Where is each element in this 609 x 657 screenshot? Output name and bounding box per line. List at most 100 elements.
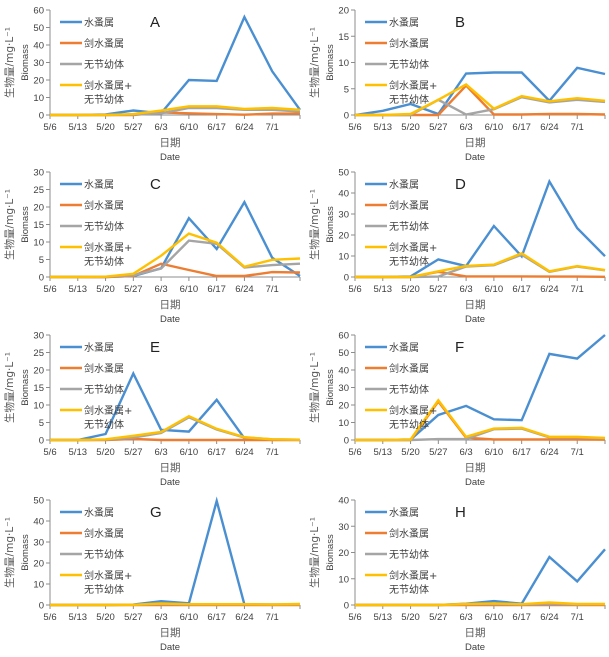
legend-label: 水蚤属 xyxy=(389,179,419,191)
legend-item-cyclops: 剑水蚤属 xyxy=(365,37,429,50)
panel-letter: C xyxy=(150,176,161,193)
x-tick-label: 6/17 xyxy=(512,284,531,295)
series-line-cyclops-plus-nauplius xyxy=(50,232,301,279)
legend-item-cyclops-plus-nauplius: 剑水蚤属+无节幼体 xyxy=(365,241,437,268)
legend-label: 水蚤属 xyxy=(84,17,114,29)
x-tick-label: 6/17 xyxy=(512,447,531,458)
legend-item-cyclops-plus-nauplius: 剑水蚤属+无节幼体 xyxy=(365,404,437,431)
x-axis-title-en: Date xyxy=(160,477,180,488)
x-axis-title-en: Date xyxy=(160,642,180,653)
x-tick-label: 6/17 xyxy=(207,612,226,623)
y-tick-label: 20 xyxy=(33,76,44,87)
x-tick-label: 6/24 xyxy=(235,284,254,295)
x-axis-title-en: Date xyxy=(465,477,485,488)
y-tick-label: 60 xyxy=(33,6,44,17)
legend-label-line2: 无节幼体 xyxy=(389,93,429,106)
legend-label: 水蚤属 xyxy=(389,17,419,29)
legend-item-cyclops-plus-nauplius: 剑水蚤属+无节幼体 xyxy=(60,569,132,596)
y-tick-label: 50 xyxy=(33,496,44,507)
x-tick-label: 7/1 xyxy=(571,122,584,133)
legend-label-line2: 无节幼体 xyxy=(84,255,124,268)
x-tick-label: 7/1 xyxy=(266,447,279,458)
chart-panel-f: 0 10 20 30 40 50 60 5/6 5/13 5/20 5/27 6/3 6/10 6/17 6… xyxy=(305,325,609,489)
x-tick-label: 5/6 xyxy=(43,284,56,295)
x-axis-title-en: Date xyxy=(465,314,485,325)
x-axis-title-cn: 日期 xyxy=(160,299,181,311)
x-tick-label: 5/6 xyxy=(43,612,56,623)
y-axis-title-cn: 生物量/mg·L⁻¹ xyxy=(3,27,16,98)
legend-label: 无节幼体 xyxy=(84,58,124,71)
legend-label-line2: 无节幼体 xyxy=(389,418,429,431)
legend-label: 无节幼体 xyxy=(389,548,429,561)
x-tick-label: 7/1 xyxy=(266,284,279,295)
x-axis-title-cn: 日期 xyxy=(160,627,181,639)
legend-label: 剑水蚤属+ xyxy=(389,241,437,254)
panel-letter: D xyxy=(455,176,466,193)
legend-item-nauplius: 无节幼体 xyxy=(365,220,429,233)
legend-item-nauplius: 无节幼体 xyxy=(60,548,124,561)
chart-svg: 0 5 10 15 20 25 30 5/6 5/13 5/20 5/27 6/3 6/10 6/17 6/… xyxy=(3,331,301,488)
y-tick-label: 30 xyxy=(338,383,349,394)
y-axis-title-en: Biomass xyxy=(20,369,31,406)
legend-label: 水蚤属 xyxy=(389,342,419,354)
x-tick-label: 6/3 xyxy=(155,612,168,623)
y-tick-label: 10 xyxy=(338,58,349,69)
x-axis-title-en: Date xyxy=(465,152,485,163)
chart-svg: 0 5 10 15 20 25 30 5/6 5/13 5/20 5/27 6/3 6/10 6/17 6/… xyxy=(3,168,301,325)
y-tick-label: 20 xyxy=(338,231,349,242)
y-tick-label: 25 xyxy=(33,185,44,196)
x-axis-title-cn: 日期 xyxy=(465,299,486,311)
x-tick-label: 6/10 xyxy=(180,612,199,623)
legend-item-nauplius: 无节幼体 xyxy=(60,220,124,233)
legend-label: 无节幼体 xyxy=(389,58,429,71)
legend-item-daphnia: 水蚤属 xyxy=(365,179,419,191)
x-tick-label: 5/20 xyxy=(401,284,420,295)
x-axis-title-cn: 日期 xyxy=(465,462,486,474)
y-tick-label: 0 xyxy=(39,601,44,612)
panel-letter: G xyxy=(150,504,162,521)
x-tick-label: 7/1 xyxy=(571,447,584,458)
x-axis-title-en: Date xyxy=(160,314,180,325)
x-tick-label: 7/1 xyxy=(571,284,584,295)
chart-svg: 0 5 10 15 20 5/6 5/13 5/20 5/27 6/3 6/10 6/17 6/24 7/… xyxy=(308,6,606,163)
legend-label-line2: 无节幼体 xyxy=(84,418,124,431)
y-tick-label: 40 xyxy=(338,496,349,507)
y-axis-title-en: Biomass xyxy=(325,534,336,571)
x-tick-label: 5/27 xyxy=(124,284,143,295)
y-tick-label: 10 xyxy=(33,93,44,104)
x-tick-label: 5/6 xyxy=(348,122,361,133)
chart-svg: 0 10 20 30 40 50 60 5/6 5/13 5/20 5/27 6/3 6/10 6/17 6… xyxy=(308,331,606,488)
legend-label: 剑水蚤属 xyxy=(389,527,429,540)
x-tick-label: 5/20 xyxy=(96,612,115,623)
y-axis-title-en: Biomass xyxy=(20,206,31,243)
x-tick-label: 6/17 xyxy=(512,122,531,133)
legend-item-cyclops-plus-nauplius: 剑水蚤属+无节幼体 xyxy=(60,79,132,106)
legend-item-daphnia: 水蚤属 xyxy=(60,179,114,191)
y-tick-label: 50 xyxy=(33,23,44,34)
y-tick-label: 40 xyxy=(33,517,44,528)
legend-label-line2: 无节幼体 xyxy=(389,255,429,268)
chart-panel-c: 0 5 10 15 20 25 30 5/6 5/13 5/20 5/27 6/3 6/10 6/17 6/… xyxy=(0,162,304,326)
legend-item-nauplius: 无节幼体 xyxy=(60,383,124,396)
legend-label: 无节幼体 xyxy=(84,548,124,561)
x-tick-label: 6/17 xyxy=(207,122,226,133)
panel-letter: E xyxy=(150,339,160,356)
x-tick-label: 7/1 xyxy=(571,612,584,623)
y-tick-label: 30 xyxy=(338,210,349,221)
panel-letter: H xyxy=(455,504,466,521)
x-axis-title-cn: 日期 xyxy=(160,137,181,149)
x-tick-label: 6/17 xyxy=(207,284,226,295)
y-tick-label: 0 xyxy=(39,111,44,122)
y-tick-label: 10 xyxy=(338,252,349,263)
y-axis-title-cn: 生物量/mg·L⁻¹ xyxy=(308,27,321,98)
y-axis-title-cn: 生物量/mg·L⁻¹ xyxy=(308,189,321,260)
x-tick-label: 5/20 xyxy=(401,122,420,133)
y-tick-label: 10 xyxy=(338,418,349,429)
y-tick-label: 10 xyxy=(33,580,44,591)
x-tick-label: 5/13 xyxy=(69,447,88,458)
y-tick-label: 0 xyxy=(344,273,349,284)
legend-item-daphnia: 水蚤属 xyxy=(60,17,114,29)
x-tick-label: 5/13 xyxy=(374,447,393,458)
x-tick-label: 6/24 xyxy=(235,122,254,133)
y-axis-title-cn: 生物量/mg·L⁻¹ xyxy=(308,352,321,423)
